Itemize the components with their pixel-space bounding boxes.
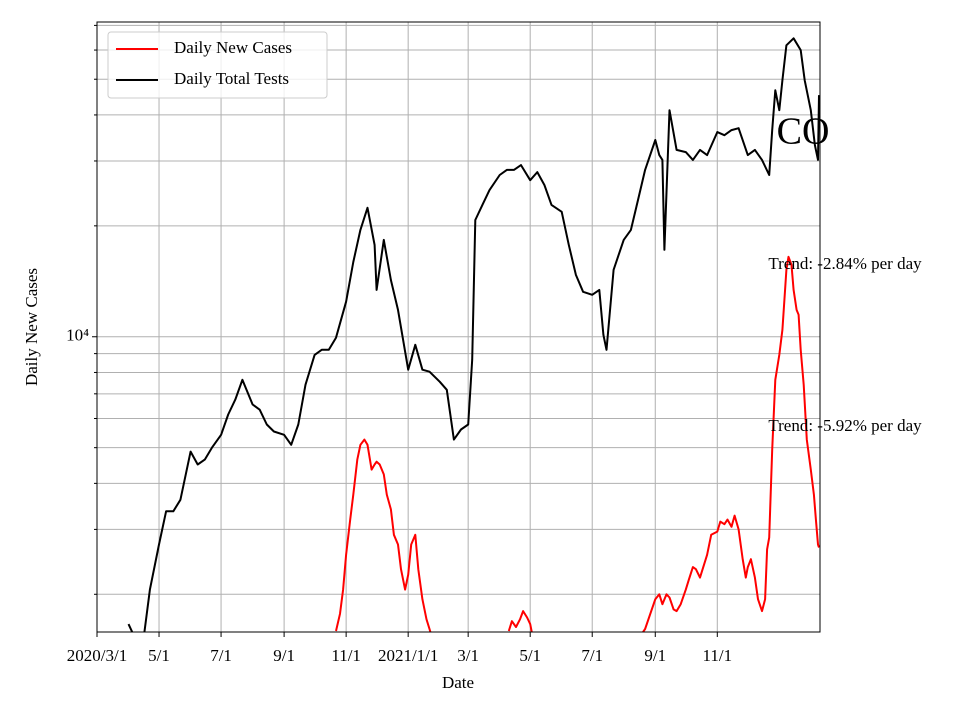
x-tick-label: 7/1 — [581, 646, 603, 665]
y-tick-label: 10⁴ — [66, 326, 89, 345]
annotation: Trend: -2.84% per day — [768, 254, 922, 273]
x-tick-label: 9/1 — [273, 646, 295, 665]
x-tick-label: 3/1 — [457, 646, 479, 665]
x-tick-label: 11/1 — [702, 646, 732, 665]
series-line — [335, 255, 820, 632]
x-tick-label: 5/1 — [519, 646, 541, 665]
plot-frame — [96, 21, 821, 633]
legend: Daily New Cases Daily Total Tests — [107, 31, 328, 99]
x-tick-label: 7/1 — [210, 646, 232, 665]
x-tick-label: 11/1 — [331, 646, 361, 665]
x-tick-label: 2021/1/1 — [378, 646, 438, 665]
x-tick-label: 9/1 — [644, 646, 666, 665]
plot-lines — [127, 37, 820, 632]
x-axis-label: Date — [442, 673, 474, 692]
grid — [96, 22, 820, 632]
chart-title: CO — [777, 111, 830, 153]
series-line — [127, 37, 820, 632]
legend-label: Daily Total Tests — [174, 69, 289, 88]
axes: 2020/3/1 5/1 7/1 9/1 11/1 2021/1/1 3/1 5/1 7/1 9/… — [66, 24, 732, 665]
annotation: Trend: -5.92% per day — [768, 416, 922, 435]
y-axis-label: Daily New Cases — [22, 268, 41, 386]
legend-box — [107, 31, 328, 99]
x-tick-label: 5/1 — [148, 646, 170, 665]
legend-label: Daily New Cases — [174, 38, 292, 57]
x-tick-label: 2020/3/1 — [67, 646, 127, 665]
